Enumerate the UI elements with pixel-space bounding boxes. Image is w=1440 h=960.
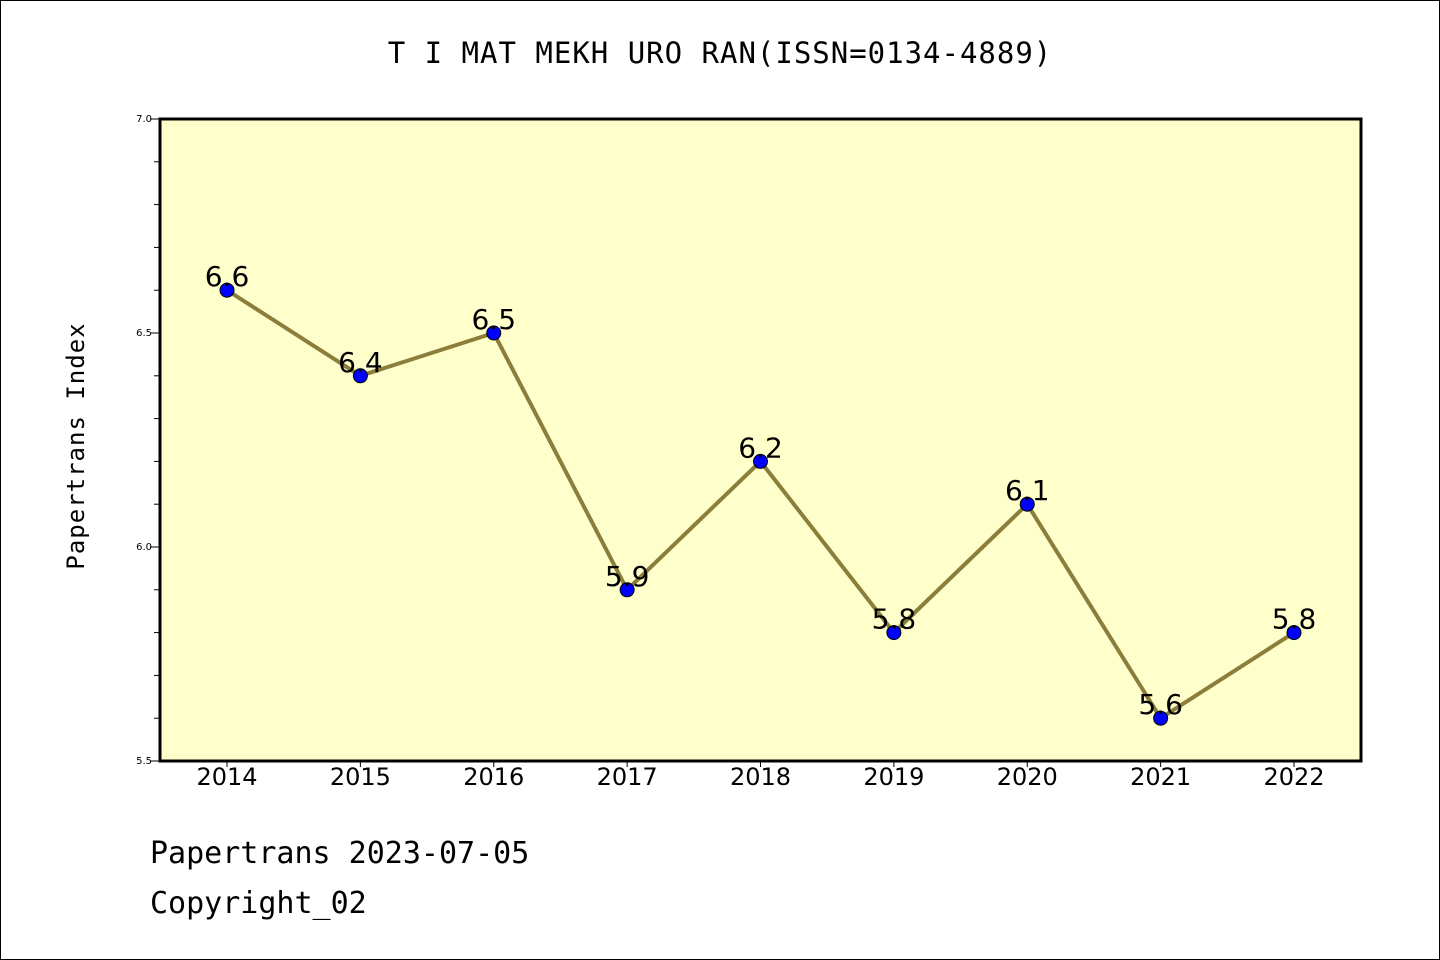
data-label: 5.9 bbox=[605, 560, 650, 593]
data-label: 6.1 bbox=[1005, 474, 1050, 507]
x-tick-label: 2021 bbox=[1130, 763, 1191, 791]
data-label: 5.6 bbox=[1138, 688, 1183, 721]
plot-border bbox=[158, 117, 1363, 763]
data-point bbox=[352, 368, 368, 384]
plot-area bbox=[160, 119, 1361, 761]
footer-date: Papertrans 2023-07-05 bbox=[150, 836, 530, 871]
x-tick-label: 2019 bbox=[863, 763, 924, 791]
x-tick-label: 2017 bbox=[597, 763, 658, 791]
data-label: 5.8 bbox=[1272, 603, 1317, 636]
x-tick-label: 2016 bbox=[463, 763, 524, 791]
x-tick-label: 2018 bbox=[730, 763, 791, 791]
data-point bbox=[753, 453, 768, 469]
data-label: 6.6 bbox=[205, 260, 250, 293]
data-point bbox=[1153, 710, 1169, 726]
data-label: 6.2 bbox=[738, 431, 783, 464]
y-tick-label: 6.0 bbox=[136, 542, 152, 553]
data-point bbox=[1286, 625, 1302, 641]
data-label: 5.8 bbox=[872, 603, 917, 636]
x-tick-label: 2014 bbox=[196, 763, 257, 791]
y-tick-label: 6.5 bbox=[136, 328, 152, 339]
x-tick-label: 2022 bbox=[1263, 763, 1324, 791]
footer-copyright: Copyright_02 bbox=[150, 886, 367, 921]
data-label: 6.5 bbox=[471, 303, 516, 336]
data-label: 6.4 bbox=[338, 346, 383, 379]
y-tick-label: 7.0 bbox=[136, 114, 152, 125]
y-tick-label: 5.5 bbox=[136, 756, 152, 767]
data-point bbox=[219, 282, 235, 298]
data-point bbox=[1019, 496, 1035, 512]
x-tick-label: 2015 bbox=[330, 763, 391, 791]
data-point bbox=[619, 582, 635, 598]
data-point bbox=[486, 325, 502, 341]
data-point bbox=[886, 625, 902, 641]
x-tick-label: 2020 bbox=[997, 763, 1058, 791]
chart-title: T I MAT MEKH URO RAN(ISSN=0134-4889) bbox=[387, 36, 1053, 70]
